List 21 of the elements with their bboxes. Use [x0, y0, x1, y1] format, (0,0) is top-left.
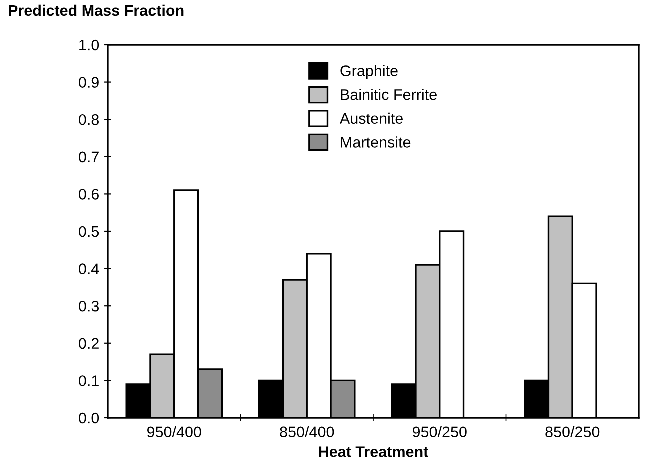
legend-label: Austenite [340, 112, 403, 124]
y-tick-label: 0.4 [79, 264, 100, 274]
legend-label: Graphite [340, 65, 398, 80]
x-tick-label: 950/400 [147, 426, 202, 438]
y-tick-label: 1.0 [80, 40, 100, 51]
y-tick-label: 0.7 [79, 152, 99, 163]
x-axis-title: Heat Treatment [319, 446, 429, 458]
y-tick-label: 0.0 [79, 412, 100, 424]
x-tick-label: 850/250 [546, 426, 600, 438]
x-tick-label: 950/250 [412, 426, 467, 438]
y-tick-label: 0.6 [79, 189, 99, 200]
y-tick-label: 0.3 [79, 300, 99, 312]
legend-label: Martensite [341, 136, 411, 148]
legend-label: Bainitic Ferrite [341, 89, 437, 100]
y-axis-title: Predicted Mass Fraction [9, 4, 184, 16]
y-tick-label: 0.9 [79, 77, 99, 88]
y-tick-label: 0.2 [79, 338, 99, 350]
y-tick-label: 0.5 [79, 226, 100, 238]
x-tick-label: 850/400 [280, 426, 334, 438]
y-tick-label: 0.1 [79, 376, 99, 386]
y-tick-label: 0.8 [79, 114, 100, 126]
